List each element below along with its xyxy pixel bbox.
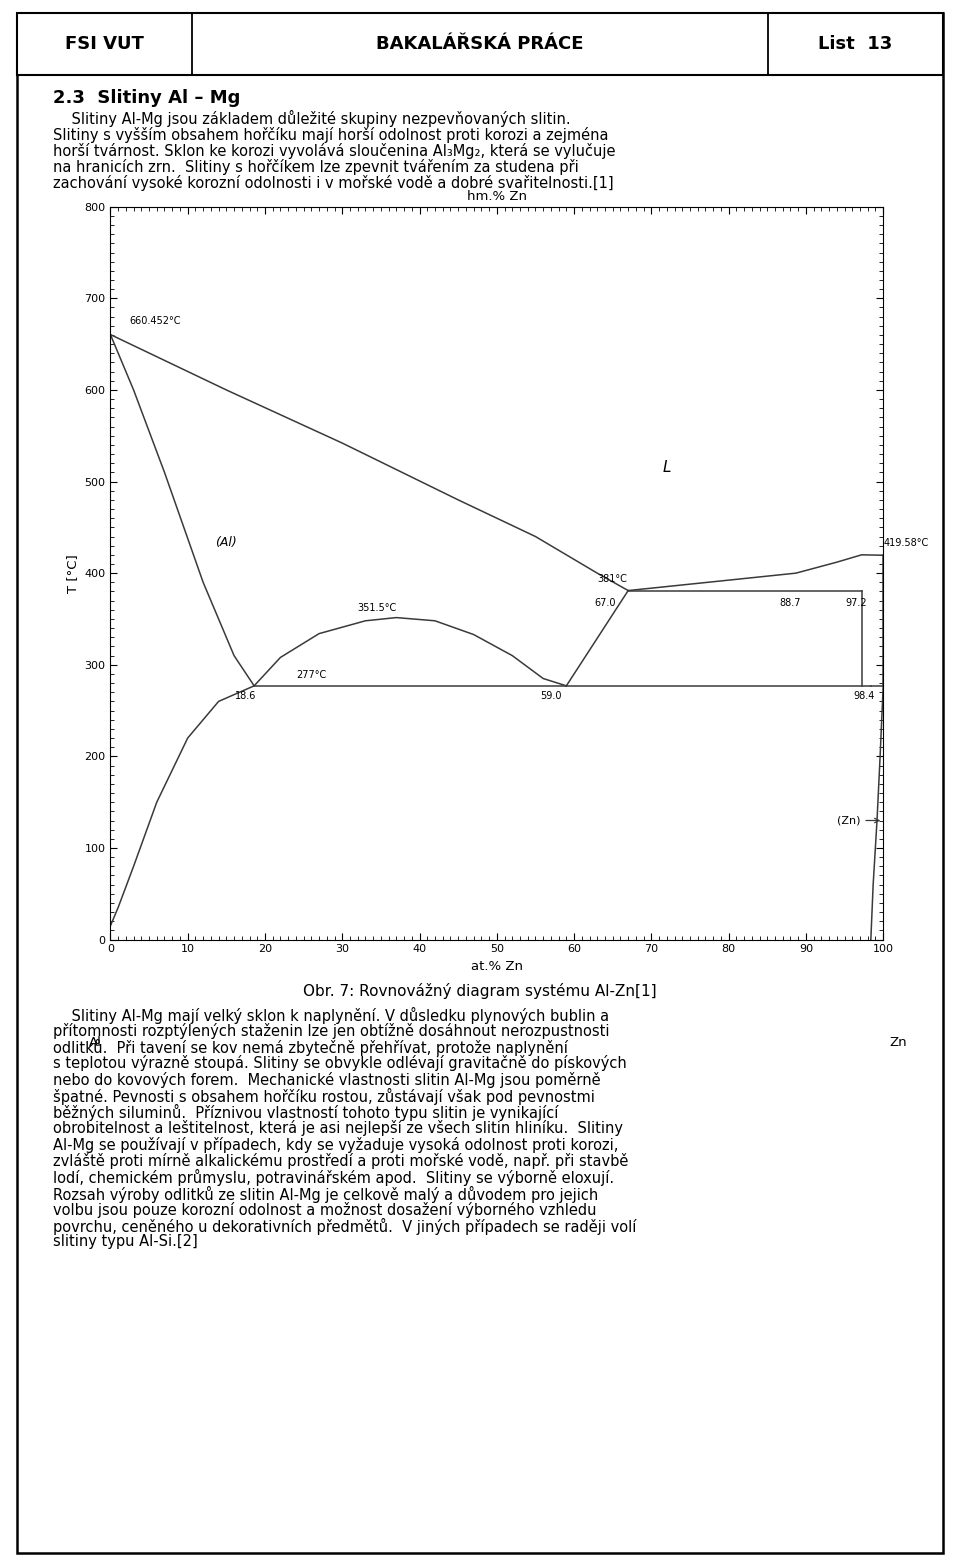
Text: 97.2: 97.2: [846, 598, 867, 608]
Text: 351.5°C: 351.5°C: [358, 603, 396, 612]
Text: Al-Mg se používají v případech, kdy se vyžaduje vysoká odolnost proti korozi,: Al-Mg se používají v případech, kdy se v…: [53, 1137, 618, 1153]
Text: volbu jsou pouze korozní odolnost a možnost dosažení výborného vzhledu: volbu jsou pouze korozní odolnost a možn…: [53, 1201, 596, 1218]
Text: Slitiny Al-Mg jsou základem důležité skupiny nezpevňovaných slitin.: Slitiny Al-Mg jsou základem důležité sku…: [53, 110, 570, 127]
Text: 59.0: 59.0: [540, 692, 562, 702]
Text: běžných siluminů.  Příznivou vlastností tohoto typu slitin je vynikající: běžných siluminů. Příznivou vlastností t…: [53, 1104, 558, 1121]
Text: lodí, chemickém průmyslu, potravinářském apod.  Slitiny se výborně eloxují.: lodí, chemickém průmyslu, potravinářském…: [53, 1170, 614, 1187]
X-axis label: at.% Zn: at.% Zn: [470, 960, 523, 972]
Text: (Zn): (Zn): [837, 816, 879, 825]
Text: 67.0: 67.0: [594, 598, 615, 608]
Text: Zn: Zn: [890, 1035, 907, 1049]
Text: Slitiny s vyšším obsahem hořčíku mají horší odolnost proti korozi a zejména: Slitiny s vyšším obsahem hořčíku mají ho…: [53, 127, 609, 143]
Title: hm.% Zn: hm.% Zn: [467, 189, 527, 202]
Text: zachování vysoké korozní odolnosti i v mořské vodě a dobré svařitelnosti.[1]: zachování vysoké korozní odolnosti i v m…: [53, 175, 613, 191]
Text: Obr. 7: Rovnovážný diagram systému Al-Zn[1]: Obr. 7: Rovnovážný diagram systému Al-Zn…: [303, 983, 657, 999]
Text: 419.58°C: 419.58°C: [883, 539, 928, 548]
Y-axis label: T [°C]: T [°C]: [66, 554, 79, 592]
Text: povrchu, ceněného u dekorativních předmětů.  V jiných případech se raději volí: povrchu, ceněného u dekorativních předmě…: [53, 1218, 636, 1236]
Text: špatné. Pevnosti s obsahem hořčíku rostou, zůstávají však pod pevnostmi: špatné. Pevnosti s obsahem hořčíku rosto…: [53, 1088, 594, 1106]
Text: BAKALÁŘSKÁ PRÁCE: BAKALÁŘSKÁ PRÁCE: [376, 34, 584, 53]
Text: obrobitelnost a leštitelnost, která je asi nejlepší ze všech slitin hliníku.  Sl: obrobitelnost a leštitelnost, která je a…: [53, 1121, 623, 1137]
Text: přítomnosti rozptýlených staženin lze jen obtížně dosáhnout nerozpustnosti: přítomnosti rozptýlených staženin lze je…: [53, 1023, 610, 1038]
Text: 2.3  Slitiny Al – Mg: 2.3 Slitiny Al – Mg: [53, 89, 240, 106]
Text: zvláště proti mírně alkalickému prostředí a proti mořské vodě, např. při stavbě: zvláště proti mírně alkalickému prostřed…: [53, 1153, 628, 1170]
Text: horší tvárnost. Sklon ke korozi vyvolává sloučenina Al₃Mg₂, která se vylučuje: horší tvárnost. Sklon ke korozi vyvolává…: [53, 143, 615, 158]
Text: 98.4: 98.4: [853, 692, 875, 702]
Text: L: L: [662, 460, 671, 476]
Text: (Al): (Al): [215, 536, 237, 548]
Text: FSI VUT: FSI VUT: [65, 34, 144, 53]
Text: 18.6: 18.6: [235, 692, 256, 702]
Text: odlitků.  Při tavení se kov nemá zbytečně přehřívat, protože naplynění: odlitků. Při tavení se kov nemá zbytečně…: [53, 1040, 567, 1055]
Text: na hranicích zrn.  Slitiny s hořčíkem lze zpevnit tvářením za studena při: na hranicích zrn. Slitiny s hořčíkem lze…: [53, 160, 579, 175]
Text: 381°C: 381°C: [597, 575, 627, 584]
Text: 88.7: 88.7: [780, 598, 802, 608]
Text: 277°C: 277°C: [296, 670, 326, 680]
Text: slitiny typu Al-Si.[2]: slitiny typu Al-Si.[2]: [53, 1234, 198, 1250]
Text: List  13: List 13: [818, 34, 893, 53]
Text: Rozsah výroby odlitků ze slitin Al-Mg je celkově malý a důvodem pro jejich: Rozsah výroby odlitků ze slitin Al-Mg je…: [53, 1185, 598, 1203]
Text: Slitiny Al-Mg mají velký sklon k naplynění. V důsledku plynových bublin a: Slitiny Al-Mg mají velký sklon k naplyně…: [53, 1007, 609, 1024]
Text: nebo do kovových forem.  Mechanické vlastnosti slitin Al-Mg jsou poměrně: nebo do kovových forem. Mechanické vlast…: [53, 1071, 600, 1088]
Text: 660.452°C: 660.452°C: [130, 316, 181, 326]
Text: s teplotou výrazně stoupá. Slitiny se obvykle odlévají gravitačně do pískových: s teplotou výrazně stoupá. Slitiny se ob…: [53, 1055, 627, 1071]
Text: Al: Al: [88, 1035, 102, 1049]
